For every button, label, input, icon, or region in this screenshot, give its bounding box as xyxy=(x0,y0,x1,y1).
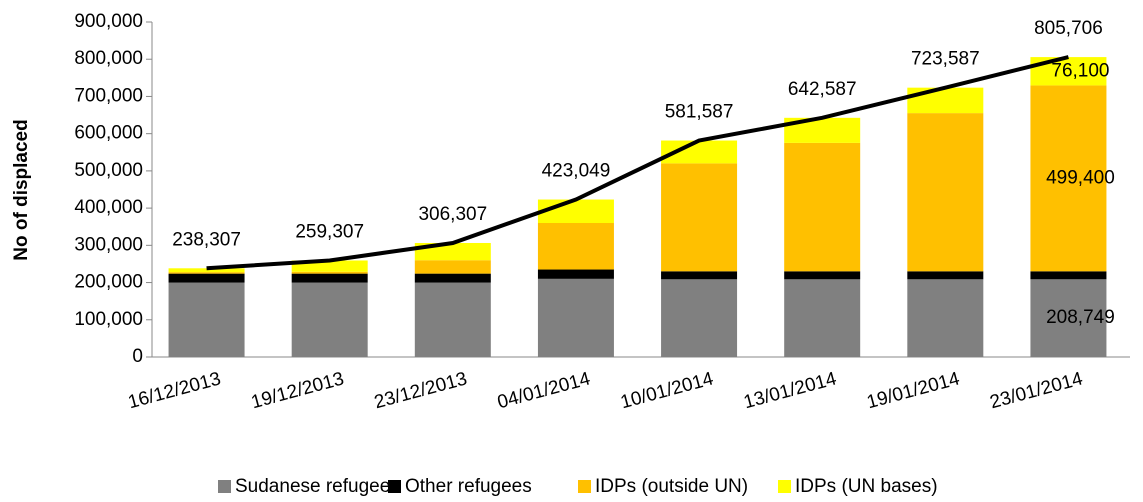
bar-segment xyxy=(168,282,245,357)
bar-segment xyxy=(537,199,614,223)
bar-segment xyxy=(537,223,614,270)
bar-segment xyxy=(661,271,738,280)
bar-segment xyxy=(661,140,738,164)
x-tick-label: 23/01/2014 xyxy=(988,368,1086,413)
x-tick-label: 16/12/2013 xyxy=(126,368,223,413)
bar-segment xyxy=(168,268,245,273)
bar-segment xyxy=(1030,271,1107,280)
y-tick-label: 500,000 xyxy=(74,160,143,181)
x-tick-label: 04/01/2014 xyxy=(495,368,593,413)
bar-segment xyxy=(661,163,738,272)
legend-swatch xyxy=(388,480,401,493)
legend-label: IDPs (UN bases) xyxy=(795,476,938,497)
bar-segment xyxy=(907,113,984,272)
y-axis-label: No of displaced xyxy=(11,119,32,260)
line-label: 805,706 xyxy=(1034,18,1103,39)
line-label: 723,587 xyxy=(911,49,980,70)
bar-segment xyxy=(291,282,368,357)
bar-segment xyxy=(1030,85,1107,272)
legend-swatch xyxy=(218,480,231,493)
bar-segment xyxy=(291,273,368,283)
y-tick-label: 700,000 xyxy=(74,85,143,106)
bar-segment xyxy=(661,279,738,357)
bar-segment xyxy=(784,271,861,280)
bar-segment xyxy=(907,271,984,280)
bar-segment xyxy=(784,142,861,272)
legend-swatch xyxy=(578,480,591,493)
line-label: 259,307 xyxy=(295,221,364,242)
y-tick-label: 400,000 xyxy=(74,197,143,218)
bar-segment xyxy=(907,87,984,114)
bar-segment xyxy=(168,273,245,283)
line-label: 423,049 xyxy=(542,161,611,182)
segment-label: 208,749 xyxy=(1046,307,1115,328)
y-tick-label: 800,000 xyxy=(74,48,143,69)
total-line xyxy=(206,55,1069,271)
bar-segment xyxy=(291,271,368,274)
bar-segment xyxy=(168,272,245,274)
y-tick-label: 900,000 xyxy=(74,11,143,32)
bar-segment xyxy=(537,278,614,357)
y-tick-label: 200,000 xyxy=(74,272,143,293)
x-tick-label: 19/01/2014 xyxy=(865,368,963,413)
bar-segment xyxy=(414,260,491,274)
bar-segment xyxy=(414,282,491,357)
legend-swatch xyxy=(778,480,791,493)
x-tick-label: 23/12/2013 xyxy=(372,368,469,413)
legend-label: Other refugees xyxy=(405,476,532,497)
x-tick-label: 19/12/2013 xyxy=(249,368,346,413)
line-label: 306,307 xyxy=(418,204,487,225)
line-label: 238,307 xyxy=(172,229,241,250)
y-tick-label: 0 xyxy=(132,346,143,367)
x-tick-label: 13/01/2014 xyxy=(741,368,839,413)
bar-segment xyxy=(1030,279,1107,357)
legend-label: IDPs (outside UN) xyxy=(595,476,748,497)
segment-label: 76,100 xyxy=(1051,60,1109,81)
y-tick-label: 600,000 xyxy=(74,123,143,144)
segment-label: 499,400 xyxy=(1046,167,1115,188)
y-tick-label: 300,000 xyxy=(74,234,143,255)
bar-segment xyxy=(907,279,984,357)
line-label: 581,587 xyxy=(665,102,734,123)
line-label: 642,587 xyxy=(788,79,857,100)
bar-segment xyxy=(784,279,861,357)
legend-label: Sudanese refugees xyxy=(235,476,400,497)
x-tick-label: 10/01/2014 xyxy=(618,368,716,413)
bar-segment xyxy=(291,260,368,272)
bar-segment xyxy=(414,273,491,283)
y-tick-label: 100,000 xyxy=(74,309,143,330)
bar-segment xyxy=(537,269,614,279)
